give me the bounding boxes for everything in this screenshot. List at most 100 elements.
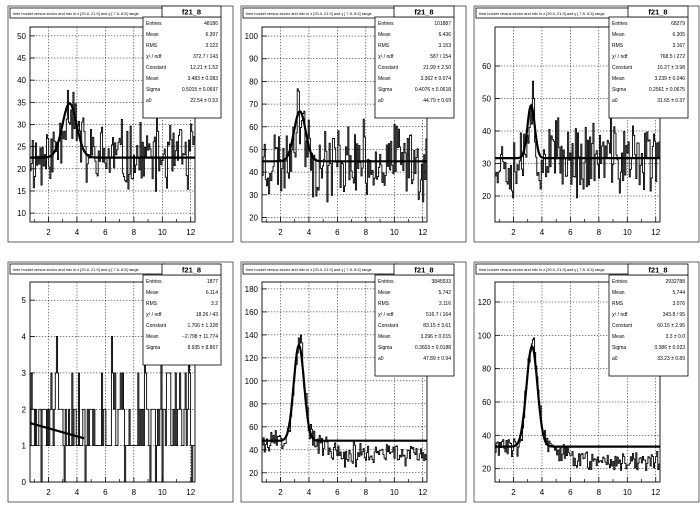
stat-label: Sigma	[612, 87, 626, 93]
y-tick-label: 40	[482, 127, 491, 136]
stat-label: Mean	[378, 32, 391, 38]
y-tick-label: 40	[17, 76, 26, 85]
x-tick-label: 4	[75, 228, 80, 237]
fit-curve	[495, 103, 660, 160]
y-tick-label: 80	[249, 77, 258, 86]
x-tick-label: 8	[597, 488, 602, 497]
fit-curve	[30, 102, 195, 159]
y-tick-label: 20	[249, 469, 258, 478]
pad-border	[240, 261, 467, 503]
panel-title: time bucket versus sector and ndc in z […	[246, 267, 372, 272]
stat-label: a0	[378, 98, 384, 104]
stat-value: 6.397	[205, 32, 218, 38]
stat-value: 3.116	[439, 301, 451, 307]
stat-label: Sigma	[146, 345, 160, 351]
x-tick-label: 10	[623, 488, 632, 497]
stat-label: Entries	[378, 21, 394, 27]
pad-border	[7, 261, 234, 503]
stat-value: 21.99 ± 2.50	[423, 65, 451, 71]
y-tick-label: 50	[482, 95, 491, 104]
stats-box: f21_8 Entries 3845533 Mean 5.742 RMS 3.116 χ² /…	[374, 263, 455, 377]
stat-value: 0.3603 ± 0.0188	[415, 345, 451, 351]
stat-value: 0.5015 ± 0.0697	[182, 87, 218, 93]
panel-title: time bucket versus sector and ndc in z […	[13, 11, 139, 16]
y-tick-label: 40	[249, 446, 258, 455]
stat-label: RMS	[146, 301, 158, 307]
stat-value: 6.436	[438, 32, 451, 38]
plot-frame	[29, 281, 196, 483]
stat-value: 3.167	[672, 43, 685, 49]
x-tick-label: 4	[75, 488, 80, 497]
stats-header	[627, 5, 689, 18]
histogram-name: f21_8	[414, 8, 433, 17]
stat-label: Constant	[146, 323, 167, 329]
stat-label: Mean	[612, 334, 625, 340]
y-tick-label: 45	[17, 54, 26, 63]
fit-curve	[262, 110, 427, 163]
histogram-panel-3: time bucket versus sector and ndc in z […	[473, 5, 700, 243]
stat-label: χ² / ndf	[612, 312, 628, 318]
stat-value: 3.153	[438, 43, 451, 49]
x-tick-label: 12	[418, 228, 427, 237]
y-tick-label: 0	[22, 478, 27, 487]
stats-box: f21_8 Entries 101887 Mean 6.436 RMS 3.153 χ² / …	[374, 5, 455, 119]
histogram-name: f21_8	[182, 8, 201, 17]
stats-box: f21_8 Entries 68279 Mean 6.305 RMS 3.167 χ² / n…	[608, 5, 689, 119]
title-box: time bucket versus sector and ndc in z […	[475, 263, 632, 275]
axes: 2 4 6 8 10 12 20 30 40 50 60	[482, 62, 661, 237]
panel-title: time bucket versus sector and ndc in z […	[13, 267, 139, 272]
pad-border	[7, 5, 234, 243]
stats-box-frame	[608, 274, 689, 377]
histogram-name: f21_8	[648, 8, 667, 17]
stat-label: Constant	[378, 65, 399, 71]
histogram-line	[30, 336, 195, 483]
stat-value: 18.26 / 43	[196, 312, 218, 318]
stat-value: 33.23 ± 0.89	[657, 356, 685, 362]
x-tick-label: 10	[158, 228, 167, 237]
stat-value: 83.15 ± 3.61	[423, 323, 451, 329]
y-tick-label: 120	[245, 354, 259, 363]
stat-label: Mean	[146, 290, 159, 296]
stat-label: Entries	[146, 21, 162, 27]
x-tick-label: 12	[651, 488, 660, 497]
fit-curve	[29, 422, 85, 440]
x-tick-label: 12	[186, 228, 195, 237]
y-tick-label: 80	[249, 400, 258, 409]
stat-label: Mean	[612, 290, 625, 296]
axes: 2 4 6 8 10 12 20 40 60 80 100 120 140 160 180	[245, 285, 428, 497]
x-tick-label: 6	[335, 488, 340, 497]
stat-label: Sigma	[612, 345, 626, 351]
y-tick-label: 3	[22, 369, 27, 378]
stats-header	[393, 5, 455, 18]
axes: 2 4 6 8 10 12 20 30 40 50 60 70 80 90 100	[245, 32, 428, 237]
histogram-panel-2: time bucket versus sector and ndc in z […	[240, 5, 467, 243]
stat-label: Entries	[378, 279, 394, 285]
y-tick-label: 10	[17, 209, 26, 218]
title-box: time bucket versus sector and ndc in z […	[9, 263, 166, 275]
y-tick-label: 40	[482, 431, 491, 440]
stat-value: 12.21 ± 1.52	[190, 65, 218, 71]
stat-value: 48186	[204, 21, 218, 27]
x-tick-label: 6	[568, 228, 573, 237]
stat-label: Constant	[378, 323, 399, 329]
y-tick-label: 30	[482, 160, 491, 169]
panel-title: time bucket versus sector and ndc in z […	[246, 11, 372, 16]
y-tick-label: 50	[17, 32, 26, 41]
y-tick-label: 80	[482, 365, 491, 374]
y-tick-label: 20	[249, 213, 258, 222]
stat-label: Sigma	[146, 87, 160, 93]
stat-value: 68279	[671, 21, 685, 27]
stat-label: χ² / ndf	[612, 54, 628, 60]
y-tick-label: 20	[482, 465, 491, 474]
x-tick-label: 6	[103, 228, 108, 237]
histogram-name: f21_8	[648, 266, 667, 275]
fit-curve	[262, 343, 427, 442]
y-tick-label: 160	[245, 308, 259, 317]
x-tick-label: 8	[597, 228, 602, 237]
x-tick-label: 10	[623, 228, 632, 237]
x-tick-label: 8	[132, 228, 137, 237]
stats-box-frame	[608, 16, 689, 119]
stat-value: 1.706 ± 1.328	[187, 323, 218, 329]
y-tick-label: 40	[249, 168, 258, 177]
stat-value: 47.89 ± 0.94	[423, 356, 451, 362]
